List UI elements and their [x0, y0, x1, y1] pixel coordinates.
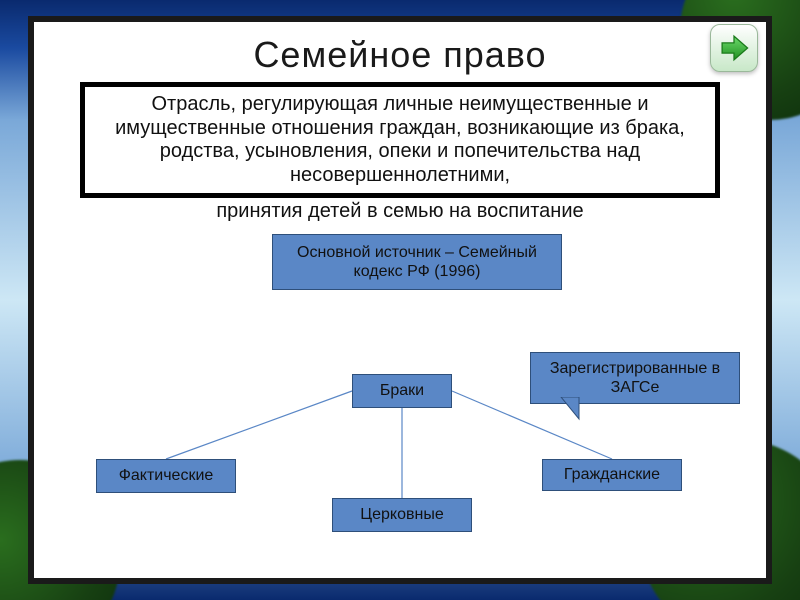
diagram-callout-zags: Зарегистрированные в ЗАГСе — [530, 352, 740, 404]
slide-title: Семейное право — [62, 34, 738, 76]
slide-frame: Семейное право Отрасль, регулирующая лич… — [28, 16, 772, 584]
diagram-node-source: Основной источник – Семейный кодекс РФ (… — [272, 234, 562, 290]
definition-text: Отрасль, регулирующая личные неимуществе… — [99, 93, 701, 187]
callout-tail-icon — [549, 397, 583, 421]
definition-tail-text: принятия детей в семью на воспитание — [62, 200, 738, 224]
next-slide-button[interactable] — [710, 24, 758, 72]
diagram-node-civil: Гражданские — [542, 459, 682, 491]
diagram-node-factual: Фактические — [96, 459, 236, 493]
definition-box: Отрасль, регулирующая личные неимуществе… — [80, 82, 720, 198]
diagram-area: Основной источник – Семейный кодекс РФ (… — [62, 234, 738, 554]
diagram-node-marriages: Браки — [352, 374, 452, 408]
diagram-node-church: Церковные — [332, 498, 472, 532]
arrow-right-icon — [717, 31, 751, 65]
